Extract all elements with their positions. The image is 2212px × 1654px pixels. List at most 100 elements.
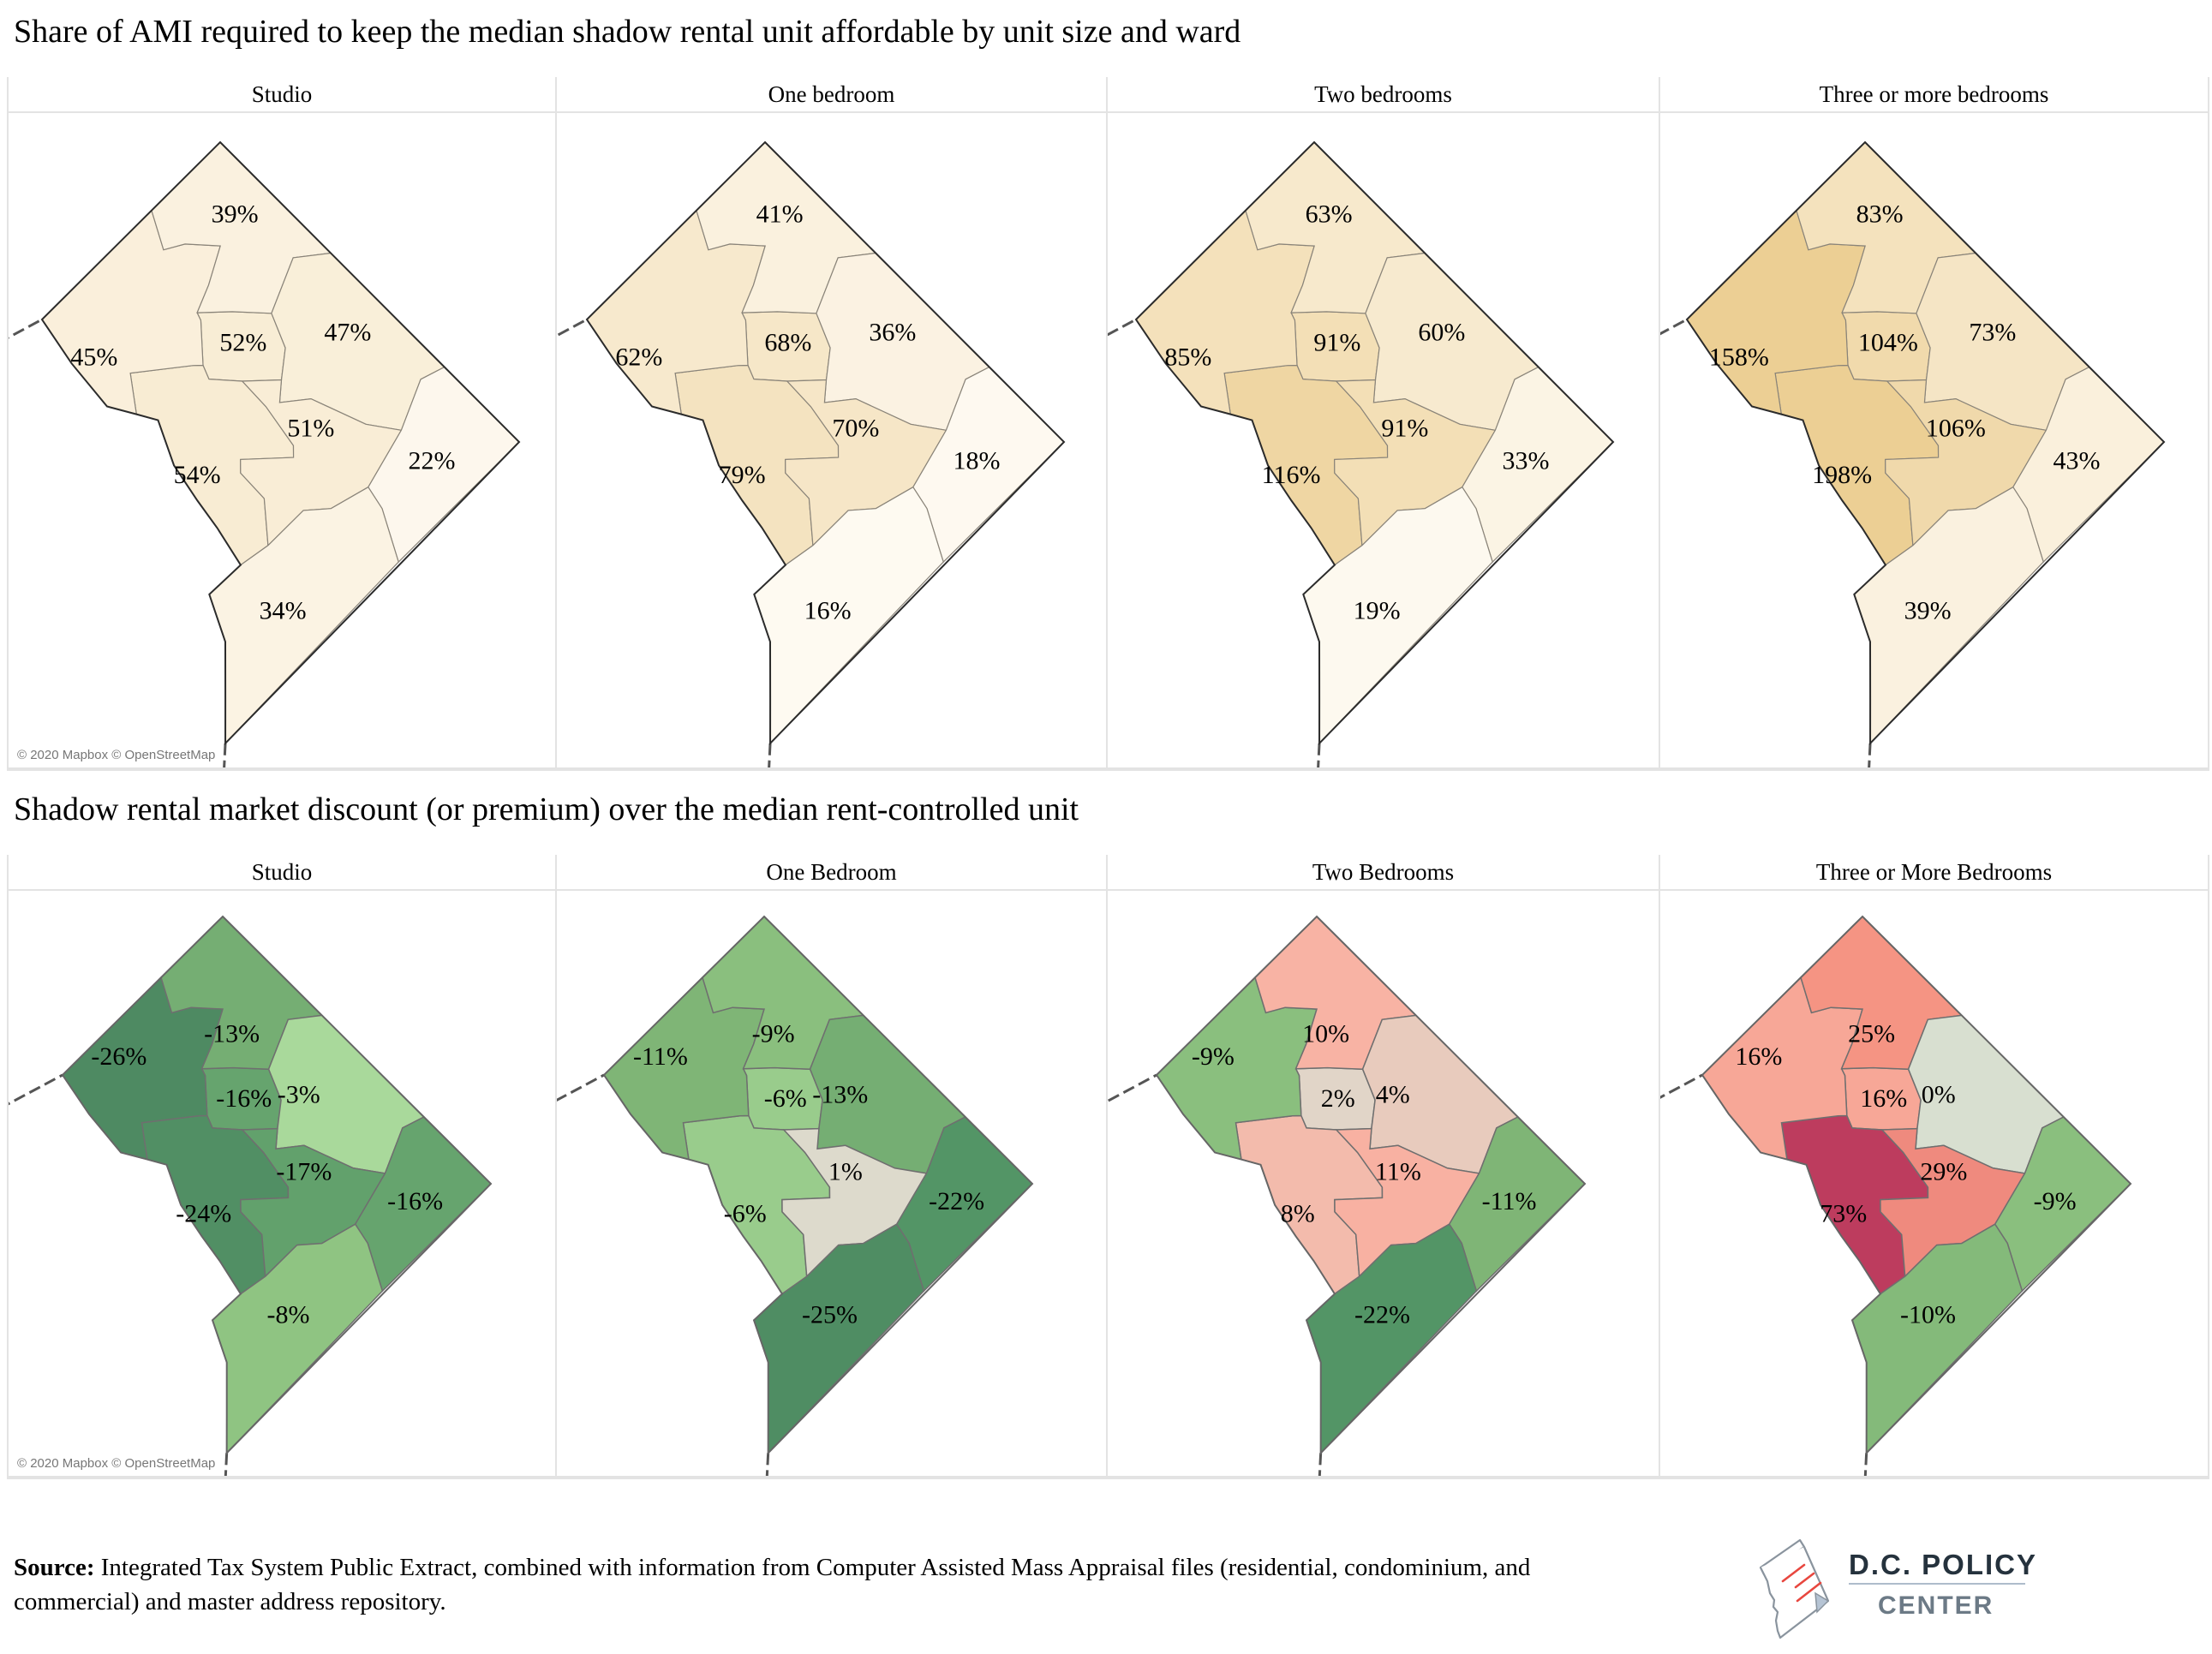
district-outline [1155,915,1587,1455]
district-boundary-dashed [9,1073,229,1476]
ward-value-label: -22% [929,1187,984,1215]
ward-value-label: 43% [2054,447,2101,475]
ami-panel-one-bedroom: One bedroom 68% 79% 62% 41% 36% 70% 18% 16% [557,77,1108,767]
ward-value-label: 70% [832,414,879,442]
ward-value-label: 16% [804,597,852,625]
ward-value-label: 41% [756,200,804,229]
ward-value-label: -26% [91,1042,146,1071]
ward-value-label: -3% [278,1081,320,1109]
logo-divider [1849,1583,2025,1585]
ward-value-label: 18% [954,447,1001,475]
map-canvas[interactable]: 52% 54% 45% 39% 47% 51% 22% 34% [9,113,555,767]
ward-value-label: 63% [1306,200,1353,229]
map-attribution[interactable]: © 2020 Mapbox © OpenStreetMap [17,748,216,762]
district-boundary-dashed [1108,318,1321,767]
panel-header: Three or More Bedrooms [1660,855,2208,891]
ward-value-label: 83% [1856,200,1904,229]
ami-panel-studio: Studio 52% 54% 45% 39% 47% 51% 22% 34% © 2020 M… [9,77,557,767]
dc-ward-map: -16% -24% -26% -13% -3% -17% -16% -8% [9,915,493,1476]
district-outline [585,140,1066,746]
ward-value-label: -9% [752,1019,795,1048]
dc-ward-map: 68% 79% 62% 41% 36% 70% 18% 16% [557,140,1066,767]
discount-panel-two-bedrooms: Two Bedrooms 2% 8% -9% 10% 4% 11% -11% -22% [1108,855,1660,1476]
ward-value-label: -10% [1900,1301,1956,1329]
map-attribution[interactable]: © 2020 Mapbox © OpenStreetMap [17,1456,216,1471]
district-outline [1685,140,2166,746]
panel-header: One Bedroom [557,855,1106,891]
district-boundary-dashed [557,1073,770,1476]
ward-value-label: -9% [1192,1042,1235,1071]
map-canvas[interactable]: 2% 8% -9% 10% 4% 11% -11% -22% [1108,891,1659,1476]
ward-value-label: 25% [1848,1019,1895,1048]
map-canvas[interactable]: -6% -6% -11% -9% -13% 1% -22% -25% [557,891,1106,1476]
district-outline [602,915,1034,1455]
ward-value-label: 198% [1812,461,1872,489]
section-title-discount: Shadow rental market discount (or premiu… [14,791,1079,827]
ward-value-label: 85% [1164,343,1211,372]
source-label: Source: [14,1554,95,1581]
district-outline [1134,140,1615,746]
ward-value-label: 16% [1735,1042,1782,1071]
ward-value-label: 68% [764,329,811,357]
discount-map-grid: Studio -16% -24% -26% -13% -3% -17% -16% -8% © … [7,855,2209,1479]
ward-value-label: 116% [1262,461,1321,489]
ward-value-label: -24% [176,1200,231,1228]
ward-value-label: 54% [174,461,221,489]
panel-header: Two Bedrooms [1108,855,1659,891]
panel-header: One bedroom [557,77,1106,113]
dc-ward-map: 91% 116% 85% 63% 60% 91% 33% 19% [1108,140,1615,767]
ami-map-grid: Studio 52% 54% 45% 39% 47% 51% 22% 34% © 2020 M… [7,77,2209,771]
ward-value-label: 158% [1709,343,1769,372]
discount-panel-studio: Studio -16% -24% -26% -13% -3% -17% -16% -8% © … [9,855,557,1476]
ward-value-label: 19% [1354,597,1401,625]
map-canvas[interactable]: 68% 79% 62% 41% 36% 70% 18% 16% [557,113,1106,767]
ward-value-label: 73% [1969,319,2016,347]
logo-subtitle: CENTER [1878,1591,1994,1620]
discount-panel-three-plus-bedrooms: Three or More Bedrooms 16% 73% 16% 25% 0% 29%… [1660,855,2209,1476]
ward-value-label: 22% [409,447,456,475]
ward-value-label: 91% [1381,414,1428,442]
ward-value-label: -17% [276,1157,332,1185]
district-boundary-dashed [1660,318,1872,767]
ward-value-label: -11% [633,1042,688,1071]
dc-ward-map: 2% 8% -9% 10% 4% 11% -11% -22% [1108,915,1587,1476]
map-canvas[interactable]: 91% 116% 85% 63% 60% 91% 33% 19% [1108,113,1659,767]
ward-value-label: -13% [204,1019,260,1048]
district-boundary-dashed [1660,1073,1868,1476]
ward-value-label: 36% [869,319,916,347]
ward-value-label: -6% [764,1084,807,1113]
district-outline [40,140,521,746]
dc-map-document-icon [1759,1538,1829,1639]
ward-value-label: 10% [1302,1019,1349,1048]
ward-value-label: 91% [1313,329,1360,357]
ward-value-label: 33% [1503,447,1550,475]
district-outline [1701,915,2132,1455]
ami-panel-two-bedrooms: Two bedrooms 91% 116% 85% 63% 60% 91% 33% 19% [1108,77,1660,767]
ward-value-label: 1% [828,1157,863,1185]
ward-value-label: 45% [70,343,117,372]
ward-value-label: 39% [212,200,259,229]
ward-value-label: 73% [1820,1200,1867,1228]
ward-value-label: -9% [2034,1187,2077,1215]
map-canvas[interactable]: 104% 198% 158% 83% 73% 106% 43% 39% [1660,113,2208,767]
source-note: Source: Integrated Tax System Public Ext… [14,1550,1573,1619]
ward-value-label: 0% [1922,1081,1956,1109]
section-title-ami: Share of AMI required to keep the median… [14,14,1241,50]
ward-value-label: 29% [1920,1157,1967,1185]
panel-header: Three or more bedrooms [1660,77,2208,113]
ward-value-label: -13% [812,1081,868,1109]
panel-header: Studio [9,77,555,113]
ward-value-label: 2% [1321,1084,1355,1113]
ward-value-label: 104% [1858,329,1918,357]
ward-value-label: 106% [1926,414,1986,442]
map-canvas[interactable]: 16% 73% 16% 25% 0% 29% -9% -10% [1660,891,2208,1476]
dc-ward-map: 16% 73% 16% 25% 0% 29% -9% -10% [1660,915,2132,1476]
dc-policy-center-logo[interactable]: D.C. POLICY CENTER [1735,1526,2077,1646]
ward-value-label: 51% [287,414,334,442]
dc-ward-map: 52% 54% 45% 39% 47% 51% 22% 34% [9,140,521,767]
panel-header: Studio [9,855,555,891]
ward-value-label: 11% [1375,1157,1421,1185]
map-canvas[interactable]: -16% -24% -26% -13% -3% -17% -16% -8% [9,891,555,1476]
discount-panel-one-bedroom: One Bedroom -6% -6% -11% -9% -13% 1% -22% -25% [557,855,1108,1476]
district-boundary-dashed [1108,1073,1323,1476]
